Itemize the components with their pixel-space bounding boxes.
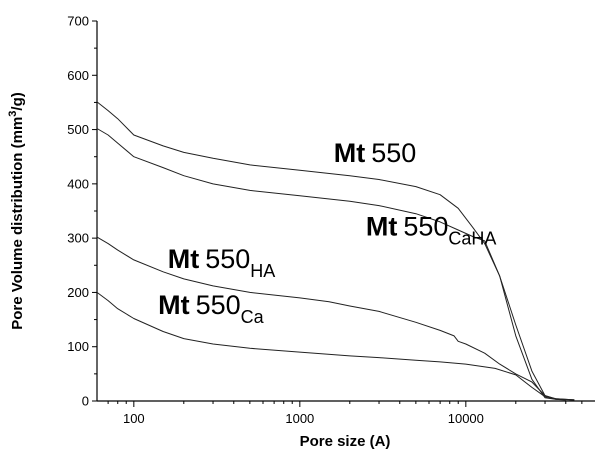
y-tick-label: 400 bbox=[67, 176, 89, 191]
y-tick-label: 300 bbox=[67, 231, 89, 246]
series-line-3 bbox=[96, 291, 575, 401]
series-label-subscript: HA bbox=[250, 261, 275, 281]
series-line-0 bbox=[96, 101, 575, 401]
axes: 0 100 200 300 400 500 600 700 100 1000 10000 bbox=[67, 14, 595, 426]
y-tick-label: 500 bbox=[67, 122, 89, 137]
series-label-number: 550 bbox=[403, 211, 448, 241]
series-label-number: 550 bbox=[205, 244, 250, 274]
series-label-number: 550 bbox=[196, 290, 241, 320]
series-label-0: Mt 550 bbox=[334, 138, 417, 168]
y-axis-title-superscript: 3 bbox=[7, 111, 19, 117]
y-axis-title-main: Pore Volume distribution (mm bbox=[9, 117, 26, 330]
series-label-main: Mt bbox=[158, 290, 189, 320]
x-tick-label: 10000 bbox=[448, 411, 484, 426]
series-label-subscript: Ca bbox=[241, 307, 265, 327]
series-label-subscript: CaHA bbox=[448, 228, 496, 248]
series-label-number: 550 bbox=[371, 138, 416, 168]
series-label-main: Mt bbox=[334, 138, 365, 168]
series-label-main: Mt bbox=[366, 211, 397, 241]
y-tick-label: 100 bbox=[67, 339, 89, 354]
x-tick-label: 1000 bbox=[285, 411, 314, 426]
series-label-main: Mt bbox=[168, 244, 199, 274]
series-label-2: Mt 550HA bbox=[168, 244, 276, 281]
y-axis-title: Pore Volume distribution (mm3/g) bbox=[7, 92, 26, 330]
series-line-1 bbox=[96, 128, 566, 401]
y-tick-label: 0 bbox=[82, 394, 89, 409]
series-line-2 bbox=[96, 236, 575, 401]
y-tick-label: 700 bbox=[67, 14, 89, 29]
y-tick-label: 600 bbox=[67, 68, 89, 83]
y-axis-title-end: /g) bbox=[9, 92, 26, 110]
x-axis-title: Pore size (A) bbox=[300, 433, 391, 450]
series-lines bbox=[96, 101, 575, 401]
series-label-3: Mt 550Ca bbox=[158, 290, 265, 327]
y-tick-label: 200 bbox=[67, 285, 89, 300]
series-label-1: Mt 550CaHA bbox=[366, 211, 497, 248]
x-tick-label: 100 bbox=[123, 411, 145, 426]
